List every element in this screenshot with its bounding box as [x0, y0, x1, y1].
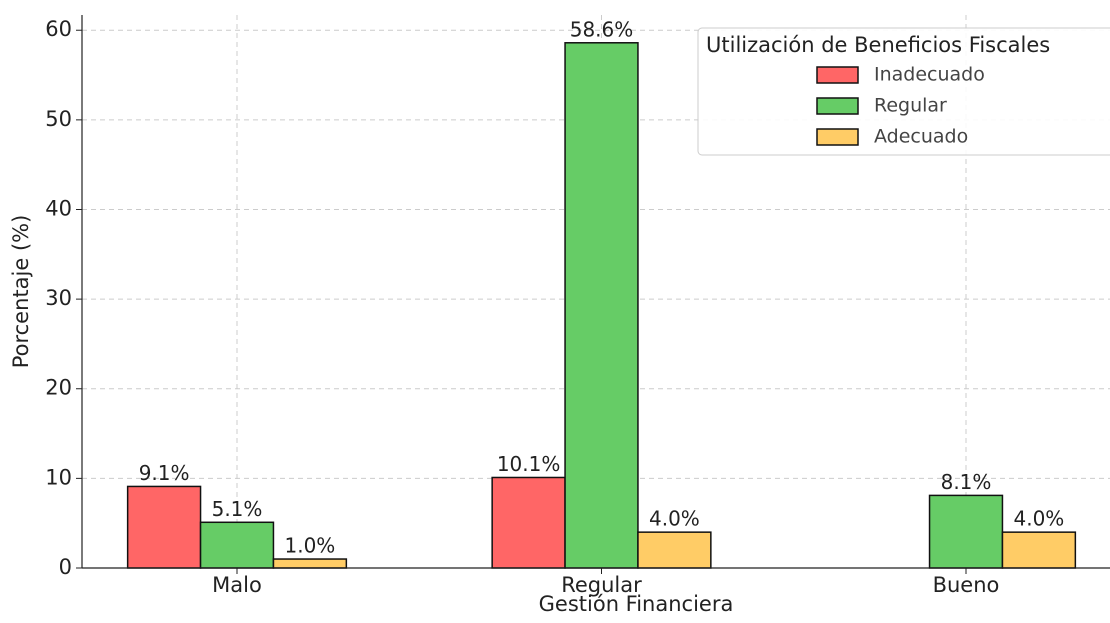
bar — [564, 42, 639, 569]
legend-box — [697, 27, 1110, 156]
legend-swatch — [816, 97, 859, 115]
y-tick-label: 50 — [45, 107, 72, 131]
bar — [491, 476, 566, 569]
value-label: 4.0% — [649, 507, 700, 531]
bar — [272, 558, 348, 569]
y-tick-label: 60 — [45, 17, 72, 41]
value-label: 58.6% — [570, 17, 634, 41]
value-label: 5.1% — [212, 497, 263, 521]
y-axis-label: Porcentaje (%) — [9, 215, 33, 369]
x-tick-label: Bueno — [933, 573, 1000, 597]
y-tick-label: 30 — [45, 286, 72, 310]
y-tick-label: 20 — [45, 376, 72, 400]
value-label: 1.0% — [284, 534, 335, 558]
bar — [1001, 531, 1077, 569]
bar — [637, 531, 712, 569]
legend-label: Regular — [874, 95, 947, 117]
legend-title: Utilización de Beneficios Fiscales — [706, 33, 1050, 57]
value-label: 4.0% — [1013, 507, 1064, 531]
legend-swatch — [816, 66, 859, 84]
value-label: 10.1% — [497, 452, 561, 476]
bar — [928, 494, 1004, 569]
y-tick-label: 10 — [45, 465, 72, 489]
bar — [199, 521, 275, 569]
legend-label: Inadecuado — [874, 64, 985, 86]
x-tick-label: Regular — [561, 573, 642, 597]
x-tick-label: Malo — [212, 573, 262, 597]
x-axis-label: Gestión Financiera — [539, 592, 734, 616]
y-tick-label: 40 — [45, 196, 72, 220]
y-tick-label: 0 — [59, 555, 72, 579]
legend-label: Adecuado — [874, 126, 968, 148]
value-label: 8.1% — [941, 470, 992, 494]
value-label: 9.1% — [139, 461, 190, 485]
legend-swatch — [816, 128, 859, 146]
bar — [126, 485, 202, 569]
